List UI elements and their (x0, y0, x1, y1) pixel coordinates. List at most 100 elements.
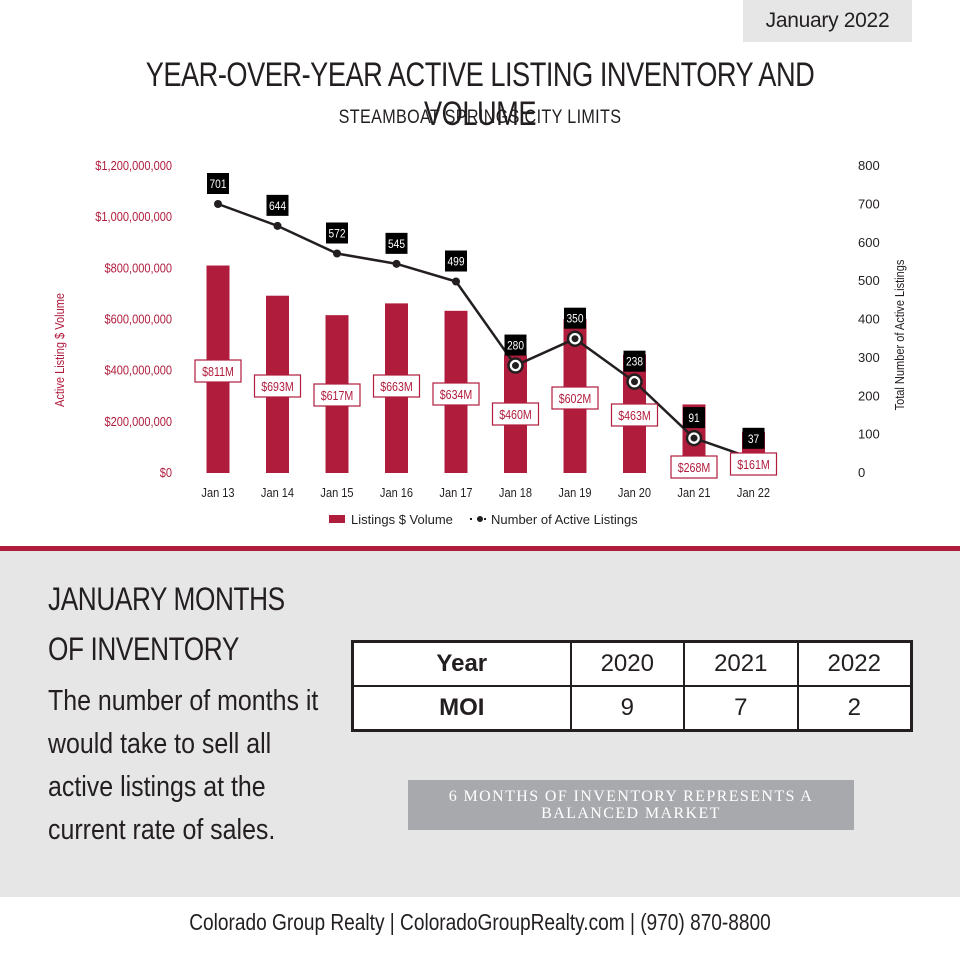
count-label-box (207, 172, 229, 194)
count-label-box (683, 407, 705, 429)
section-divider (0, 546, 960, 551)
data-point (214, 199, 222, 208)
y-tick-right: 600 (858, 235, 880, 250)
legend-swatch-bar (329, 515, 345, 523)
y-tick-left: $0 (160, 465, 173, 480)
bar-value-label: $463M (618, 408, 651, 423)
balanced-market-note: 6 months of inventory represents a balan… (408, 780, 854, 830)
bar-value-label-box (610, 403, 659, 427)
x-tick-label: Jan 14 (261, 485, 294, 500)
moi-heading-line-1: JANUARY MONTHS (48, 581, 285, 617)
x-tick-label: Jan 18 (499, 485, 532, 500)
y-tick-left: $1,000,000,000 (95, 209, 172, 224)
moi-heading-line-2: OF INVENTORY (48, 631, 239, 667)
y-tick-left: $800,000,000 (104, 260, 172, 275)
count-label-box (623, 350, 646, 372)
count-label: 37 (748, 433, 759, 446)
count-label-box (266, 194, 289, 216)
moi-heading: JANUARY MONTHS OF INVENTORY (48, 574, 285, 674)
y-tick-left: $200,000,000 (104, 414, 172, 429)
data-point (333, 249, 341, 258)
y-tick-right: 400 (858, 312, 880, 327)
count-label-box (504, 334, 527, 356)
x-tick-label: Jan 13 (201, 485, 234, 500)
x-tick-label: Jan 21 (677, 485, 710, 500)
table-row: MOI 9 7 2 (351, 685, 913, 732)
bar-value-label-box (432, 382, 480, 406)
count-label: 572 (328, 228, 345, 241)
table-row: Year 2020 2021 2022 (351, 640, 913, 687)
moi-table: Year 2020 2021 2022 MOI 9 7 2 (351, 640, 913, 732)
inventory-chart: $0 $200,000,000 $400,000,000 $600,000,000 $8… (52, 158, 907, 527)
page-subtitle: STEAMBOAT SPRINGS CITY LIMITS (338, 107, 622, 128)
legend-label-bar: Listings $ Volume (351, 512, 453, 527)
x-tick-label: Jan 17 (439, 485, 472, 500)
bar-value-label: $811M (202, 364, 234, 379)
bar-value-label-box (551, 386, 599, 410)
count-label: 91 (688, 412, 699, 425)
bar-value-label: $693M (261, 379, 294, 394)
bar-value-label-box (194, 359, 242, 383)
x-tick-label: Jan 20 (618, 485, 651, 500)
y-tick-right: 100 (858, 427, 880, 442)
count-label-box (564, 307, 586, 329)
bar-value-label-box (491, 402, 540, 426)
bar-value-label-box (313, 383, 361, 407)
count-label-box (385, 232, 408, 254)
table-cell-year: 2020 (569, 640, 686, 687)
table-cell-moi: 7 (683, 685, 799, 732)
data-point-center (571, 335, 579, 343)
bar-value-label: $460M (499, 407, 532, 422)
bar-value-label: $602M (559, 391, 592, 406)
count-label: 280 (507, 340, 524, 353)
moi-description: The number of months it would take to se… (48, 685, 319, 846)
count-label: 701 (209, 178, 226, 191)
count-label: 644 (269, 200, 286, 213)
y-tick-right: 300 (858, 350, 880, 365)
date-badge: January 2022 (743, 0, 912, 42)
y-tick-right: 0 (858, 465, 865, 480)
bar-value-label-box (253, 374, 302, 398)
chart-legend: Listings $ Volume Number of Active Listi… (329, 512, 638, 527)
table-cell-year: 2022 (796, 640, 913, 687)
count-label: 350 (566, 313, 583, 326)
data-point-center (631, 378, 638, 386)
bar-value-label-box (670, 455, 718, 479)
page-title: YEAR-OVER-YEAR ACTIVE LISTING INVENTORY … (145, 56, 815, 133)
x-tick-label: Jan 16 (380, 485, 413, 500)
count-label: 499 (447, 256, 464, 269)
x-tick-label: Jan 15 (320, 485, 353, 500)
bar-value-label: $268M (678, 460, 711, 475)
y-tick-left: $400,000,000 (104, 363, 172, 378)
bar-value-label: $617M (321, 388, 354, 403)
count-label-box (445, 250, 467, 272)
bar-value-label: $663M (380, 379, 413, 394)
bar-value-label: $161M (737, 457, 770, 472)
bar-value-label: $634M (440, 387, 473, 402)
data-point-center (512, 362, 519, 370)
footer-contact: Colorado Group Realty | ColoradoGroupRea… (189, 909, 771, 935)
y-tick-right: 500 (858, 273, 880, 288)
count-label-box (326, 222, 348, 244)
count-label-box (742, 427, 765, 449)
x-tick-label: Jan 19 (558, 485, 591, 500)
y-tick-right: 700 (858, 196, 880, 211)
x-tick-label: Jan 22 (737, 485, 770, 500)
data-point-center (690, 434, 698, 442)
y-tick-left: $600,000,000 (104, 312, 172, 327)
y-axis-label-right: Total Number of Active Listings (892, 260, 907, 411)
y-tick-right: 800 (858, 158, 880, 173)
bar-value-label-box (372, 374, 421, 398)
legend-swatch-marker (477, 516, 483, 522)
data-point (452, 277, 460, 286)
bar-value-label-box (729, 452, 778, 476)
table-cell-moi: 2 (796, 685, 913, 732)
y-axis-label-left: Active Listing $ Volume (52, 293, 67, 407)
series-line (217, 202, 754, 460)
table-header-year: Year (351, 640, 572, 687)
count-label: 238 (626, 356, 643, 369)
y-tick-right: 200 (858, 388, 880, 403)
data-point (392, 259, 401, 268)
table-header-moi: MOI (351, 685, 572, 732)
legend-label-line: Number of Active Listings (491, 512, 638, 527)
